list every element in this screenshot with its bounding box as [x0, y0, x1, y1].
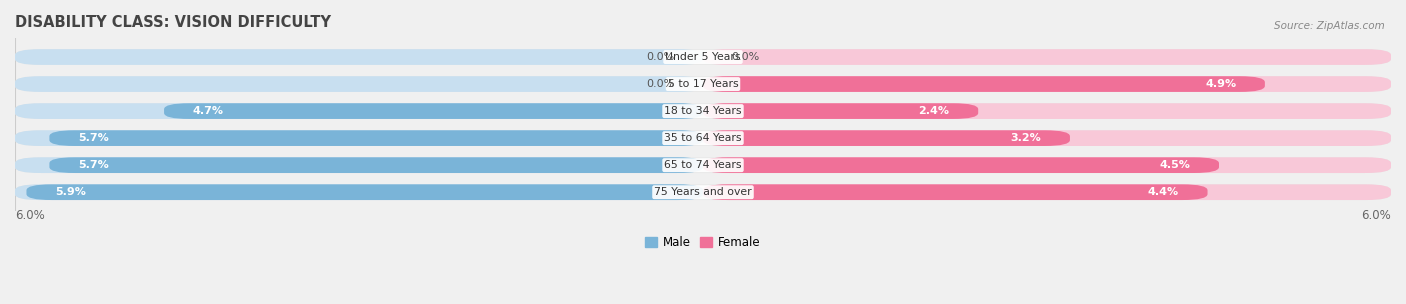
FancyBboxPatch shape	[15, 130, 703, 146]
FancyBboxPatch shape	[15, 103, 703, 119]
Text: 3.2%: 3.2%	[1011, 133, 1042, 143]
Text: 5.9%: 5.9%	[55, 187, 86, 197]
Text: 18 to 34 Years: 18 to 34 Years	[664, 106, 742, 116]
FancyBboxPatch shape	[165, 103, 703, 119]
FancyBboxPatch shape	[15, 184, 1391, 200]
FancyBboxPatch shape	[703, 130, 1070, 146]
FancyBboxPatch shape	[703, 76, 1265, 92]
FancyBboxPatch shape	[15, 76, 1391, 92]
FancyBboxPatch shape	[15, 49, 703, 65]
FancyBboxPatch shape	[15, 103, 1391, 119]
FancyBboxPatch shape	[703, 184, 1208, 200]
FancyBboxPatch shape	[703, 103, 1391, 119]
FancyBboxPatch shape	[15, 184, 703, 200]
Text: 0.0%: 0.0%	[647, 52, 675, 62]
FancyBboxPatch shape	[27, 184, 703, 200]
FancyBboxPatch shape	[15, 76, 703, 92]
Text: 5 to 17 Years: 5 to 17 Years	[668, 79, 738, 89]
FancyBboxPatch shape	[703, 130, 1391, 146]
Text: 0.0%: 0.0%	[647, 79, 675, 89]
FancyBboxPatch shape	[703, 76, 1391, 92]
Text: 4.9%: 4.9%	[1205, 79, 1236, 89]
FancyBboxPatch shape	[49, 157, 703, 173]
Text: 2.4%: 2.4%	[918, 106, 949, 116]
FancyBboxPatch shape	[15, 157, 1391, 173]
FancyBboxPatch shape	[15, 49, 1391, 65]
FancyBboxPatch shape	[15, 157, 703, 173]
FancyBboxPatch shape	[703, 157, 1219, 173]
Text: 75 Years and over: 75 Years and over	[654, 187, 752, 197]
FancyBboxPatch shape	[703, 157, 1391, 173]
Text: 4.5%: 4.5%	[1160, 160, 1191, 170]
Text: Under 5 Years: Under 5 Years	[665, 52, 741, 62]
FancyBboxPatch shape	[703, 184, 1391, 200]
Text: DISABILITY CLASS: VISION DIFFICULTY: DISABILITY CLASS: VISION DIFFICULTY	[15, 15, 330, 30]
Text: 0.0%: 0.0%	[731, 52, 759, 62]
Text: 35 to 64 Years: 35 to 64 Years	[664, 133, 742, 143]
Text: 5.7%: 5.7%	[79, 133, 108, 143]
Text: 6.0%: 6.0%	[1361, 209, 1391, 222]
Text: Source: ZipAtlas.com: Source: ZipAtlas.com	[1274, 21, 1385, 31]
FancyBboxPatch shape	[49, 130, 703, 146]
FancyBboxPatch shape	[703, 103, 979, 119]
FancyBboxPatch shape	[15, 130, 1391, 146]
Text: 4.4%: 4.4%	[1147, 187, 1178, 197]
Text: 65 to 74 Years: 65 to 74 Years	[664, 160, 742, 170]
Text: 5.7%: 5.7%	[79, 160, 108, 170]
Text: 6.0%: 6.0%	[15, 209, 45, 222]
Legend: Male, Female: Male, Female	[641, 231, 765, 254]
FancyBboxPatch shape	[703, 49, 1391, 65]
Text: 4.7%: 4.7%	[193, 106, 224, 116]
